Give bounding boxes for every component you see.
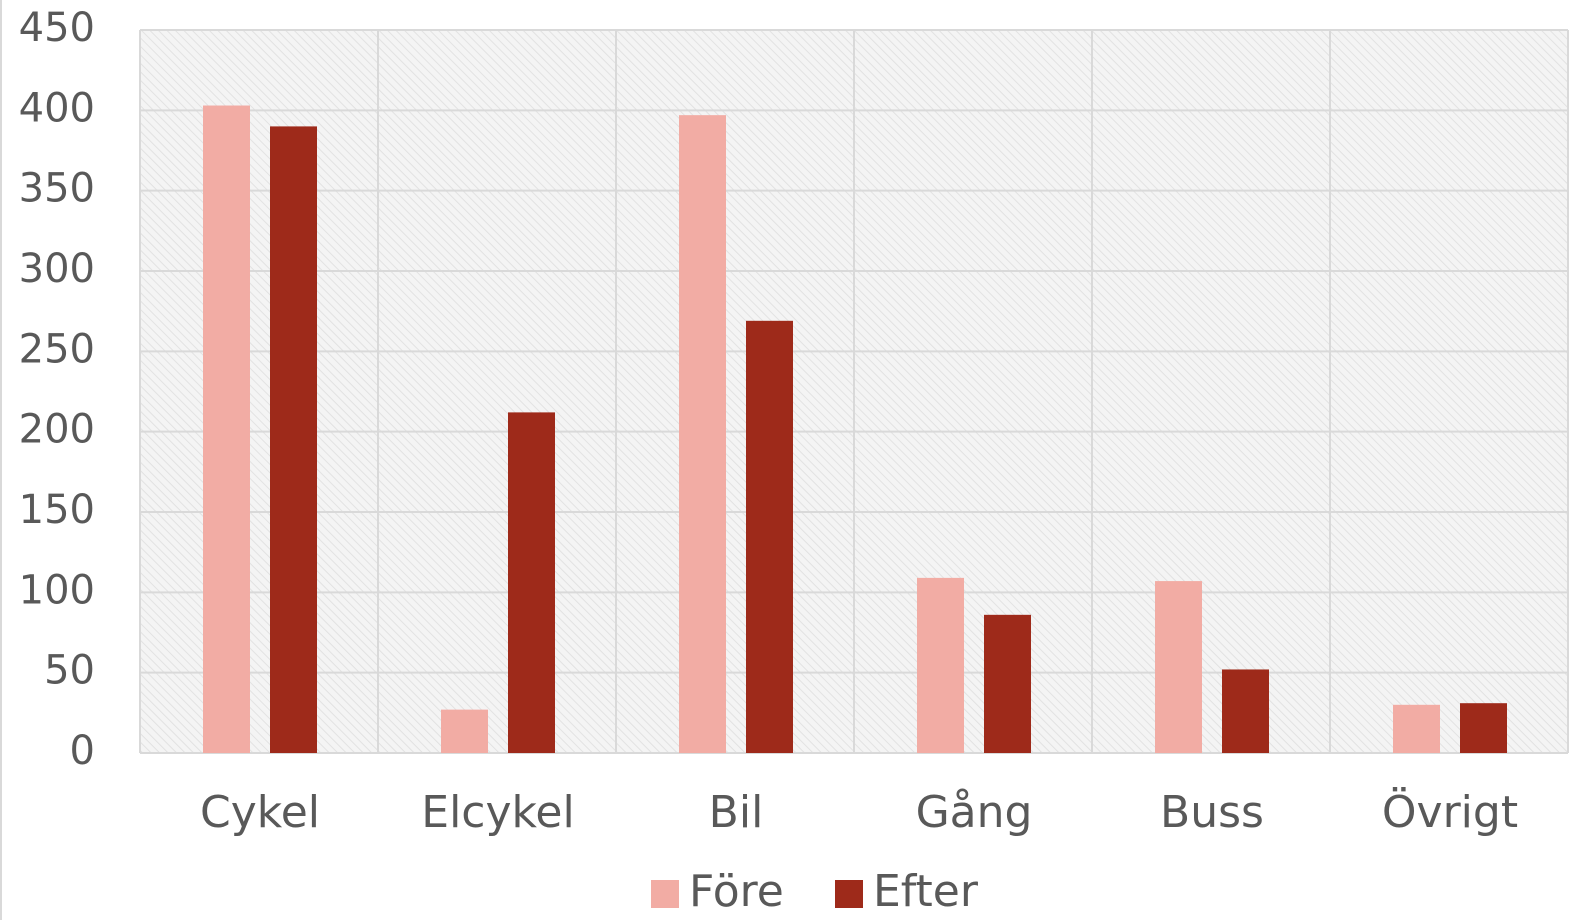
legend-swatch [651, 880, 679, 908]
y-tick-label: 0 [70, 728, 95, 774]
y-tick-label: 400 [19, 85, 95, 131]
y-tick-label: 300 [19, 246, 95, 292]
x-tick-label: Bil [709, 787, 764, 838]
bar [1155, 581, 1202, 753]
bar [1393, 704, 1440, 753]
x-tick-label: Cykel [200, 787, 320, 838]
bar [746, 320, 793, 753]
y-tick-label: 50 [44, 648, 95, 694]
bar [270, 126, 317, 753]
bar [984, 614, 1031, 753]
bar [441, 709, 488, 753]
bar [1222, 669, 1269, 753]
y-tick-label: 250 [19, 326, 95, 372]
legend-label: Efter [873, 866, 979, 917]
y-tick-label: 100 [19, 567, 95, 613]
y-tick-label: 200 [19, 407, 95, 453]
x-tick-label: Gång [916, 787, 1033, 838]
bar [679, 115, 726, 754]
bar [508, 412, 555, 753]
y-tick-label: 150 [19, 487, 95, 533]
bar [1460, 703, 1507, 753]
x-tick-label: Elcykel [421, 787, 574, 838]
legend-label: Före [689, 866, 784, 917]
legend-swatch [835, 880, 863, 908]
y-tick-label: 450 [19, 5, 95, 51]
bar [203, 105, 250, 754]
bar [917, 577, 964, 753]
x-tick-label: Buss [1160, 787, 1264, 838]
x-tick-label: Övrigt [1382, 786, 1518, 838]
y-tick-label: 350 [19, 166, 95, 212]
